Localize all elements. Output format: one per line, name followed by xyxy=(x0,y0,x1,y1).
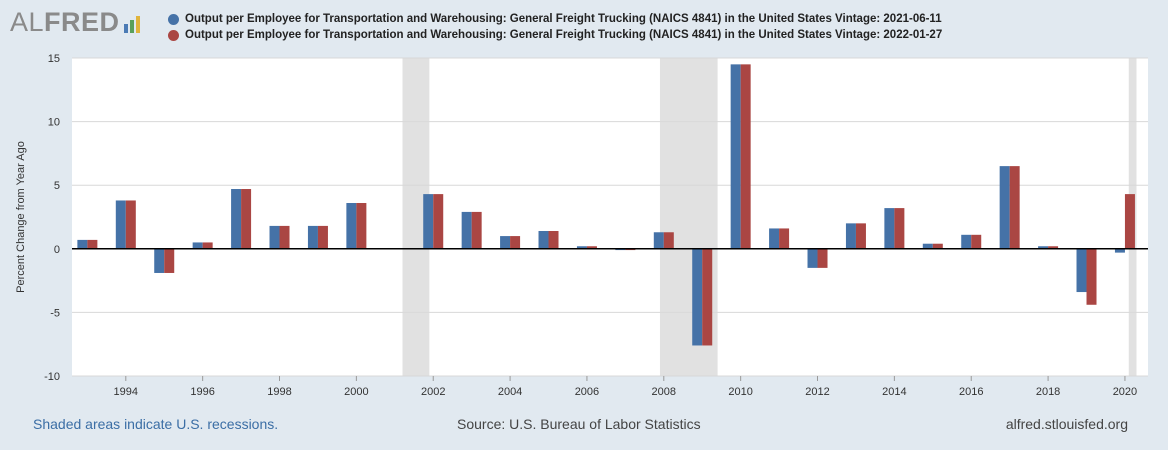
y-tick-label: 15 xyxy=(48,53,60,65)
x-tick-label: 2018 xyxy=(1036,386,1060,398)
bar xyxy=(241,189,252,249)
x-tick-label: 2000 xyxy=(344,386,368,398)
legend-dot-icon xyxy=(168,29,179,41)
x-tick-label: 2010 xyxy=(728,386,752,398)
recession-note[interactable]: Shaded areas indicate U.S. recessions. xyxy=(33,416,279,432)
bar xyxy=(692,248,703,346)
x-tick-label: 2020 xyxy=(1113,386,1137,398)
y-tick-label: 0 xyxy=(54,244,60,256)
bar xyxy=(1114,248,1125,253)
bar-chart[interactable]: -10 -5 0 5 10 15 1994 1996 1998 2000 2002 2004 2006 2… xyxy=(0,0,1168,410)
logo-bar xyxy=(129,20,134,33)
bar xyxy=(999,166,1010,249)
bar xyxy=(961,234,972,249)
x-tick-label: 1994 xyxy=(114,386,138,398)
bar xyxy=(423,194,434,249)
legend-dot-icon xyxy=(168,13,179,25)
bar xyxy=(702,248,713,346)
bar xyxy=(164,248,175,273)
y-tick-label: -5 xyxy=(50,307,60,319)
bar xyxy=(817,248,828,268)
x-tick-label: 1996 xyxy=(190,386,214,398)
bar xyxy=(807,248,818,268)
bar xyxy=(779,228,790,249)
bar xyxy=(115,200,126,249)
bar xyxy=(471,211,482,249)
chart-legend: Output per Employee for Transportation a… xyxy=(168,11,942,43)
bar xyxy=(922,243,933,249)
bar xyxy=(307,225,318,249)
bar xyxy=(586,246,597,249)
bar xyxy=(663,232,674,249)
bar xyxy=(1048,246,1059,249)
y-tick-label: -10 xyxy=(44,371,60,383)
legend-item[interactable]: Output per Employee for Transportation a… xyxy=(168,27,942,43)
bar xyxy=(317,225,328,249)
bar xyxy=(346,203,357,249)
bar xyxy=(192,242,203,249)
bar xyxy=(740,64,751,249)
bar xyxy=(269,225,280,249)
plot-background xyxy=(72,58,1148,376)
bar xyxy=(1038,246,1049,249)
bar xyxy=(1086,248,1097,305)
bar xyxy=(125,200,136,249)
bar xyxy=(1009,166,1020,249)
logo-text: ALFRED xyxy=(10,9,120,36)
logo-bar xyxy=(123,24,128,33)
bar xyxy=(894,208,905,249)
bar xyxy=(845,223,856,249)
legend-label: Output per Employee for Transportation a… xyxy=(185,13,942,25)
logo-text-al: AL xyxy=(10,7,45,37)
y-tick-label: 5 xyxy=(54,180,60,192)
bar xyxy=(576,246,587,249)
bar xyxy=(653,232,664,249)
legend-label: Output per Employee for Transportation a… xyxy=(185,29,943,41)
bar xyxy=(1124,194,1135,249)
source-note: Source: U.S. Bureau of Labor Statistics xyxy=(457,416,701,432)
legend-item[interactable]: Output per Employee for Transportation a… xyxy=(168,11,942,27)
bar xyxy=(87,239,98,249)
bar xyxy=(461,211,472,249)
bar xyxy=(510,236,521,249)
bar xyxy=(231,189,242,249)
bar xyxy=(433,194,444,249)
y-tick-label: 10 xyxy=(48,117,60,129)
bar xyxy=(971,234,982,249)
bar xyxy=(279,225,290,249)
bar xyxy=(548,230,559,249)
logo-text-fred: FRED xyxy=(44,7,120,37)
bar xyxy=(1076,248,1087,293)
x-tick-label: 2002 xyxy=(421,386,445,398)
bar xyxy=(500,236,511,249)
logo-bars-icon xyxy=(123,16,140,33)
x-tick-label: 2012 xyxy=(805,386,829,398)
bar xyxy=(77,239,88,249)
x-tick-label: 1998 xyxy=(267,386,291,398)
bar xyxy=(769,228,780,249)
site-link[interactable]: alfred.stlouisfed.org xyxy=(1005,416,1128,432)
x-tick-label: 2014 xyxy=(882,386,906,398)
x-tick-label: 2016 xyxy=(959,386,983,398)
bar xyxy=(730,64,741,249)
logo-bar xyxy=(135,16,140,33)
bar xyxy=(202,242,213,249)
bar xyxy=(538,230,549,249)
bar xyxy=(884,208,895,249)
x-tick-label: 2006 xyxy=(575,386,599,398)
bar xyxy=(932,243,943,249)
bar xyxy=(356,203,367,249)
bar xyxy=(154,248,165,273)
bar xyxy=(855,223,866,249)
x-tick-label: 2004 xyxy=(498,386,522,398)
x-tick-label: 2008 xyxy=(652,386,676,398)
alfred-logo[interactable]: ALFRED xyxy=(10,6,140,36)
y-axis-label: Percent Change from Year Ago xyxy=(15,141,27,293)
